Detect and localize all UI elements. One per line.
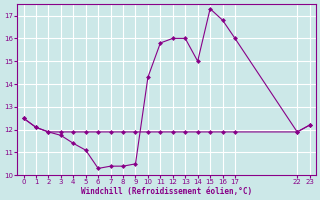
X-axis label: Windchill (Refroidissement éolien,°C): Windchill (Refroidissement éolien,°C) [81,187,252,196]
